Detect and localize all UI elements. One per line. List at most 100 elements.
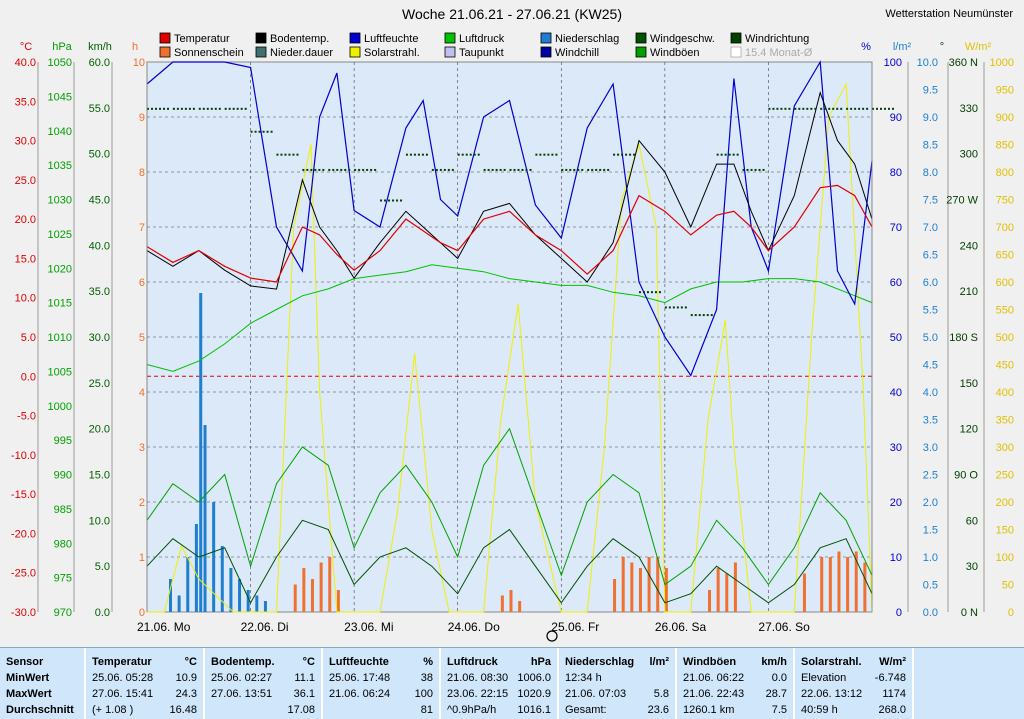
tick-press: 985 (54, 504, 72, 516)
tick-temp: 10.0 (15, 293, 36, 305)
tick-wind: 25.0 (89, 378, 110, 390)
rain-bar (246, 590, 250, 612)
tick-rain: 2.0 (923, 497, 938, 509)
chart-title: Woche 21.06.21 - 27.06.21 (KW25) (402, 6, 622, 22)
wind-dir-dot (595, 168, 598, 171)
legend-swatch (349, 46, 361, 58)
stats-unit: l/m² (649, 656, 669, 668)
rain-bar (194, 524, 198, 612)
sunshine-bar (733, 562, 737, 612)
wind-dir-dot (599, 168, 602, 171)
wind-dir-dot (192, 107, 195, 110)
tick-press: 975 (54, 573, 72, 585)
tick-direction: 360 N (949, 57, 978, 69)
ground-temp-line (146, 90, 873, 290)
stats-header: Windböen (683, 656, 737, 668)
legend-label: Solarstrahl. (364, 47, 420, 59)
wind-dir-dot (846, 107, 849, 110)
wind-dir-dot (198, 107, 201, 110)
tick-solar: 0 (1008, 607, 1014, 619)
tick-solar: 450 (996, 360, 1014, 372)
wind-dir-dot (384, 199, 387, 202)
legend-label: Sonnenschein (174, 47, 244, 59)
humidity-line (146, 60, 873, 377)
wind-dir-dot (629, 153, 632, 156)
wind-dir-dot (587, 168, 590, 171)
sunshine-bar (336, 590, 340, 612)
wind-dir-dot (461, 153, 464, 156)
axis-unit-hours: h (132, 41, 138, 53)
wind-dir-dot (742, 168, 745, 171)
tick-rain: 10.0 (917, 57, 938, 69)
tick-humidity: 0 (896, 607, 902, 619)
stats-value: 28.7 (765, 688, 787, 700)
axis-unit-wind: km/h (88, 41, 112, 53)
stats-table: Sensor MinWert MaxWert Durchschnitt Temp… (0, 647, 1024, 719)
wind-dir-dot (680, 306, 683, 309)
tick-press: 1000 (48, 401, 72, 413)
wind-dir-dot (322, 168, 325, 171)
wind-dir-dot (503, 168, 506, 171)
wind-dir-dot (824, 107, 827, 110)
wind-dir-dot (413, 153, 416, 156)
stats-value: 268.0 (878, 704, 906, 716)
stats-label: Gesamt: (565, 704, 607, 716)
wind-dir-dot (702, 314, 705, 317)
legend-swatch (159, 46, 171, 58)
tick-wind: 30.0 (89, 332, 110, 344)
legend-swatch (540, 46, 552, 58)
tick-rain: 9.0 (923, 112, 938, 124)
sunshine-bar (319, 562, 323, 612)
wind-dir-dot (754, 168, 757, 171)
sunshine-bar (630, 562, 634, 612)
wind-dir-dot (676, 306, 679, 309)
wind-dir-dot (876, 107, 878, 110)
stats-time: 25.06. 02:27 (211, 672, 273, 684)
wind-dir-dot (240, 107, 243, 110)
sunshine-bar (837, 551, 841, 612)
tick-press: 1025 (48, 229, 72, 241)
stats-label: (+ 1.08 ) (92, 704, 134, 716)
wind-dir-dot (772, 107, 775, 110)
legend-swatch (730, 32, 742, 44)
wind-dir-dot (499, 168, 502, 171)
wind-dir-dot (167, 107, 169, 110)
tick-hours: 10 (133, 57, 145, 69)
wind-dir-dot (288, 153, 291, 156)
wind-dir-dot (561, 168, 564, 171)
tick-press: 1040 (48, 126, 72, 138)
legend-swatch (540, 32, 552, 44)
rain-bar (177, 595, 181, 612)
wind-dir-dot (270, 130, 273, 133)
stats-unit: hPa (530, 656, 551, 668)
legend-swatch (444, 46, 456, 58)
wind-dir-dot (658, 291, 661, 294)
tick-solar: 950 (996, 85, 1014, 97)
tick-temp: 15.0 (15, 253, 36, 265)
rain-bar (238, 579, 242, 612)
stats-header: Solarstrahl. (801, 656, 862, 668)
stats-header: Luftdruck (447, 656, 498, 668)
stats-value: 0.0 (771, 672, 787, 684)
wind-dir-dot (581, 168, 584, 171)
stats-header-sensor: Sensor (6, 656, 44, 668)
wind-dir-dot (642, 291, 645, 294)
wind-dir-dot (362, 168, 365, 171)
sunshine-bar (500, 595, 504, 612)
stats-unit: km/h (761, 656, 787, 668)
tick-temp: 20.0 (15, 214, 36, 226)
wind-dir-dot (672, 306, 675, 309)
legend-swatch (255, 46, 267, 58)
wind-dir-dot (613, 153, 616, 156)
stats-value: 1020.9 (517, 688, 551, 700)
day-label: 21.06. Mo (137, 620, 191, 634)
tick-solar: 100 (996, 552, 1014, 564)
tick-temp: -20.0 (11, 528, 36, 540)
sunshine-bar (656, 557, 660, 612)
wind-dir-dot (435, 168, 438, 171)
wind-dir-dot (392, 199, 395, 202)
tick-temp: 35.0 (15, 96, 36, 108)
solar-line (147, 82, 873, 613)
wind-dir-dot (633, 153, 636, 156)
tick-press: 1015 (48, 298, 72, 310)
